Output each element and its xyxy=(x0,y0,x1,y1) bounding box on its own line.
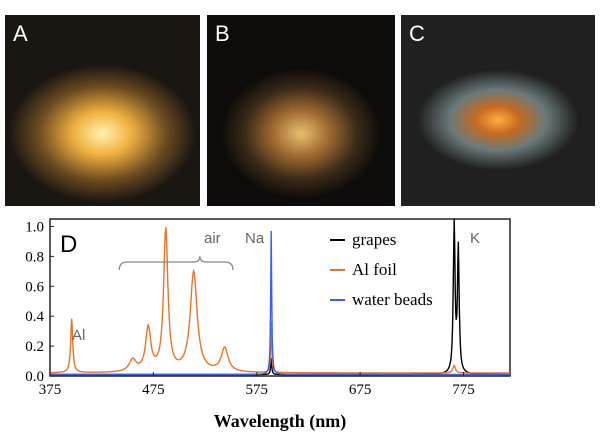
air-bracket xyxy=(118,255,234,271)
y-tick-label: 0.2 xyxy=(25,339,44,355)
panel-label-c: C xyxy=(409,21,425,46)
annotation-k: K xyxy=(470,230,480,247)
legend-label: grapes xyxy=(352,230,396,249)
y-tick-label: 0.8 xyxy=(25,249,44,265)
series-line-al-foil xyxy=(50,227,510,374)
legend-label: water beads xyxy=(352,290,433,309)
photo-a: A xyxy=(5,15,200,206)
spectrum-chart: D 375 475 575 675 775 0.0 0.2 0.4 0.6 0.8 1.0 Wave… xyxy=(25,218,511,432)
x-axis-label: Wavelength (nm) xyxy=(214,411,347,432)
y-tick-label: 0.4 xyxy=(25,309,44,325)
panel-label-d: D xyxy=(60,231,77,258)
panel-label-a: A xyxy=(13,21,28,46)
y-tick-label: 1.0 xyxy=(25,219,44,235)
annotation-al: Al xyxy=(72,327,85,344)
photo-b: B xyxy=(207,15,395,206)
x-tick-label: 575 xyxy=(245,382,268,398)
x-tick-label: 775 xyxy=(452,382,475,398)
plot-frame xyxy=(49,218,511,377)
annotation-na: Na xyxy=(245,230,265,247)
series-line-water-beads xyxy=(50,230,510,376)
x-tick-label: 375 xyxy=(39,382,62,398)
y-tick-label: 0.0 xyxy=(25,369,44,385)
annotation-air: air xyxy=(204,230,221,247)
y-tick-label: 0.6 xyxy=(25,279,44,295)
x-tick-label: 675 xyxy=(349,382,372,398)
x-tick-label: 475 xyxy=(142,382,165,398)
legend-label: Al foil xyxy=(352,260,397,279)
photo-c: C xyxy=(401,15,595,206)
panel-label-b: B xyxy=(215,21,230,46)
series-line-grapes xyxy=(50,218,510,376)
